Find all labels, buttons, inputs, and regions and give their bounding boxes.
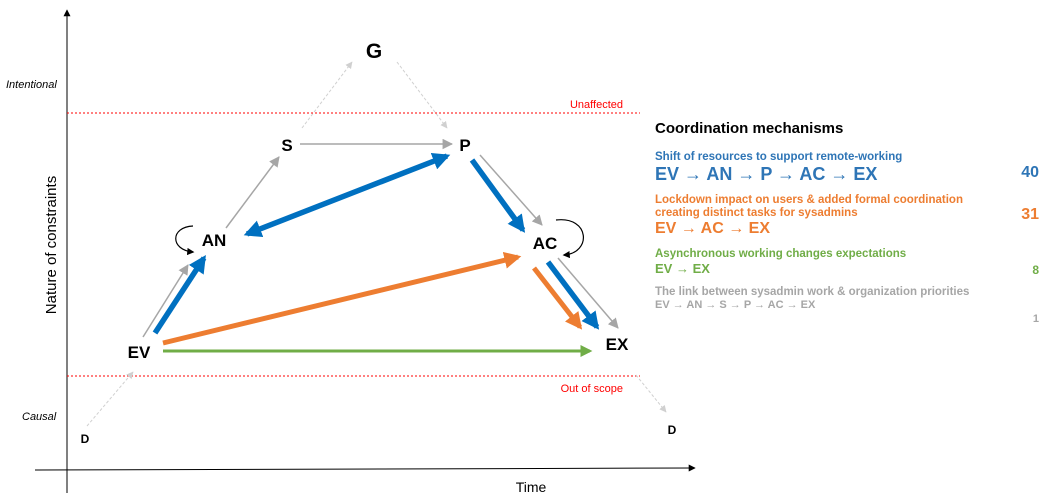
- edge-ev-an-gray: [142, 264, 189, 338]
- node-an: AN: [202, 231, 227, 250]
- ac-self-loop: [555, 219, 584, 259]
- mechanism-count: 40: [1021, 164, 1039, 181]
- mechanism-description: Asynchronous working changes expectation…: [655, 248, 907, 260]
- edge-ev-an-blue: [152, 255, 207, 335]
- edge-an-s-gray: [225, 156, 280, 229]
- level-causal-label: Causal: [22, 411, 57, 423]
- y-axis-label: Nature of constraints: [43, 176, 60, 314]
- node-d-left: D: [81, 432, 90, 446]
- edge-ex-d: [635, 374, 667, 413]
- out-of-scope-label: Out of scope: [561, 383, 623, 395]
- edge-s-g: [301, 61, 353, 129]
- mechanism-description: Lockdown impact on users & added formal …: [655, 194, 963, 219]
- edge-ev-ac-orange: [162, 251, 522, 346]
- x-axis-label: Time: [516, 479, 547, 495]
- coordination-legend: Coordination mechanisms Shift of resourc…: [655, 120, 1045, 325]
- mechanism-gray: The link between sysadmin work & organiz…: [655, 286, 1045, 325]
- legend-title: Coordination mechanisms: [655, 120, 844, 137]
- edge-d-ev: [86, 371, 134, 427]
- node-ex: EX: [606, 335, 629, 354]
- node-p: P: [459, 136, 470, 155]
- mechanism-green: Asynchronous working changes expectation…: [655, 248, 1045, 277]
- edge-ac-ex-blue: [545, 260, 600, 330]
- mechanism-orange: Lockdown impact on users & added formal …: [655, 194, 1045, 238]
- mechanism-description: Shift of resources to support remote-wor…: [655, 151, 903, 163]
- mechanism-path: EV → AN → P → AC → EX: [655, 164, 878, 184]
- edge-p-ac-blue: [469, 158, 526, 233]
- node-ac: AC: [533, 234, 558, 253]
- level-intentional-label: Intentional: [6, 79, 57, 91]
- mechanism-count: 8: [1032, 263, 1039, 277]
- edge-g-p: [396, 61, 448, 129]
- an-self-loop: [175, 225, 195, 256]
- mechanism-count: 31: [1021, 206, 1039, 223]
- x-axis: [34, 464, 696, 472]
- unaffected-label: Unaffected: [570, 99, 623, 111]
- mechanism-blue: Shift of resources to support remote-wor…: [655, 151, 1045, 184]
- node-s: S: [281, 136, 292, 155]
- edge-p-ac-gray: [479, 154, 543, 226]
- node-g: G: [366, 40, 382, 63]
- edge-ac-ex-orange: [532, 266, 583, 330]
- node-ev: EV: [128, 343, 151, 362]
- node-d-right: D: [668, 423, 677, 437]
- mechanism-description: The link between sysadmin work & organiz…: [655, 286, 970, 298]
- mechanism-path: EV → AN → S → P → AC → EX: [655, 299, 816, 311]
- edge-ac-ex-gray: [557, 257, 619, 329]
- mechanism-count: 1: [1032, 313, 1039, 325]
- edge-an-p-blue: [243, 152, 451, 238]
- mechanism-path: EV → AC → EX: [655, 220, 770, 237]
- mechanism-path: EV → EX: [655, 261, 710, 276]
